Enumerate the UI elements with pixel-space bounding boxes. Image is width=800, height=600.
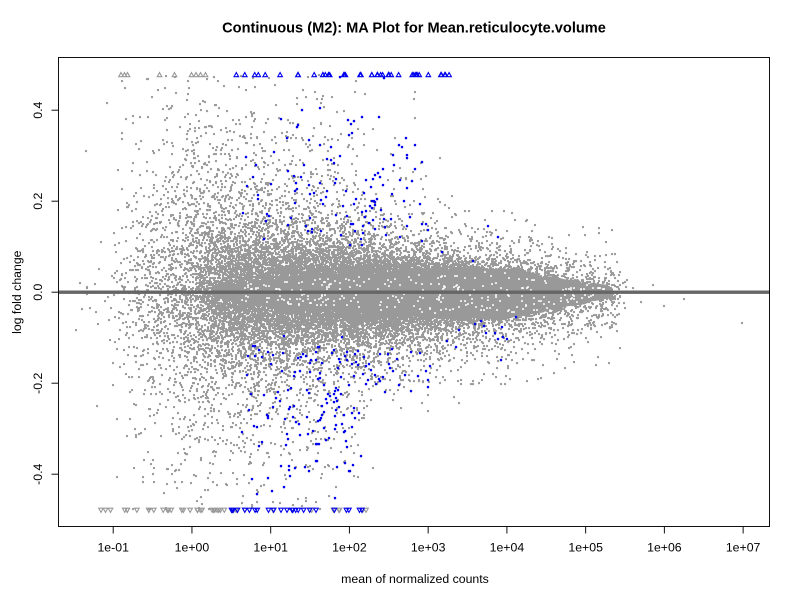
svg-text:1e+04: 1e+04: [490, 541, 525, 555]
svg-text:1e+01: 1e+01: [253, 541, 288, 555]
svg-text:1e-01: 1e-01: [97, 541, 129, 555]
svg-text:-0.4: -0.4: [31, 463, 45, 484]
svg-text:log fold change: log fold change: [10, 250, 24, 334]
svg-text:1e+05: 1e+05: [568, 541, 603, 555]
svg-text:1e+00: 1e+00: [175, 541, 210, 555]
svg-text:1e+03: 1e+03: [411, 541, 446, 555]
svg-text:-0.2: -0.2: [31, 372, 45, 393]
svg-text:0.2: 0.2: [31, 192, 45, 209]
svg-text:0.4: 0.4: [31, 101, 45, 118]
svg-text:Continuous (M2): MA Plot for M: Continuous (M2): MA Plot for Mean.reticu…: [222, 21, 606, 37]
svg-text:1e+02: 1e+02: [332, 541, 367, 555]
svg-text:1e+06: 1e+06: [647, 541, 682, 555]
svg-text:0.0: 0.0: [31, 283, 45, 300]
svg-text:mean of normalized counts: mean of normalized counts: [341, 572, 489, 586]
svg-text:1e+07: 1e+07: [726, 541, 761, 555]
